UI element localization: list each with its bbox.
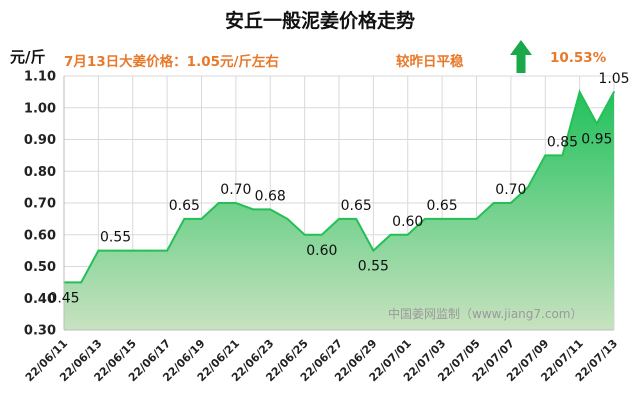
trend-note: 较昨日平稳 (396, 54, 464, 70)
data-point (80, 281, 82, 284)
y-tick-label: 0.60 (24, 228, 56, 243)
data-label: 0.60 (392, 214, 423, 230)
data-point (338, 218, 340, 220)
data-label: 0.65 (427, 198, 458, 214)
data-label: 0.65 (169, 198, 200, 214)
data-label: 0.55 (358, 259, 389, 275)
data-point (252, 208, 254, 211)
data-label: 1.05 (598, 71, 629, 87)
price-note: 7月13日大姜价格：1.05元/斤左右 (64, 54, 279, 70)
y-tick-label: 0.90 (24, 133, 56, 148)
chart-title: 安丘一般泥姜价格走势 (224, 10, 415, 32)
data-point (389, 233, 392, 236)
data-point (149, 249, 151, 252)
data-point (372, 249, 375, 252)
change-percent: 10.53% (550, 50, 607, 66)
data-label: 0.95 (581, 132, 612, 148)
data-label: 0.55 (100, 230, 131, 246)
data-point (596, 122, 598, 125)
data-point (269, 208, 272, 211)
data-point (200, 218, 203, 220)
y-tick-label: 0.30 (24, 324, 56, 339)
data-point (544, 154, 547, 157)
data-point (166, 249, 168, 252)
y-tick-label: 0.40 (24, 292, 56, 307)
data-point (321, 233, 323, 236)
data-labels: 0.450.550.650.70 0.680.600.650.550.600.65… (48, 71, 629, 307)
data-label: 0.70 (495, 182, 526, 198)
data-point (183, 218, 186, 220)
data-point (97, 249, 100, 252)
y-tick-label: 0.80 (24, 165, 56, 180)
watermark: 中国姜网监制（www.jiang7.com） (388, 307, 583, 321)
data-point (235, 202, 237, 204)
data-point (510, 202, 512, 204)
data-point (406, 233, 409, 236)
data-label: 0.65 (341, 198, 372, 214)
data-point (131, 249, 134, 252)
data-point (286, 218, 289, 220)
data-point (303, 233, 306, 236)
y-tick-label: 0.70 (24, 197, 56, 212)
data-point (527, 186, 529, 188)
data-point (114, 249, 117, 252)
data-point (578, 91, 581, 93)
data-label: 0.70 (220, 182, 251, 198)
y-tick-label: 0.50 (24, 260, 56, 275)
data-point (458, 218, 461, 220)
y-axis-unit: 元/斤 (10, 48, 46, 66)
y-tick-label: 1.00 (24, 101, 56, 116)
data-point (217, 202, 220, 204)
data-point (424, 218, 426, 220)
area-series (63, 89, 615, 330)
data-label: 0.85 (547, 134, 578, 150)
data-point (475, 218, 478, 220)
y-tick-label: 1.10 (24, 70, 56, 85)
area-fill (64, 91, 614, 330)
data-point (441, 218, 443, 220)
data-point (355, 218, 357, 220)
data-point (613, 91, 615, 93)
data-label: 0.60 (306, 243, 337, 259)
data-label: 0.45 (48, 290, 79, 306)
data-point (561, 154, 564, 157)
data-point (492, 202, 495, 204)
data-label: 0.68 (255, 188, 286, 204)
arrow-up-icon (510, 40, 532, 73)
trend-arrow (510, 40, 532, 73)
